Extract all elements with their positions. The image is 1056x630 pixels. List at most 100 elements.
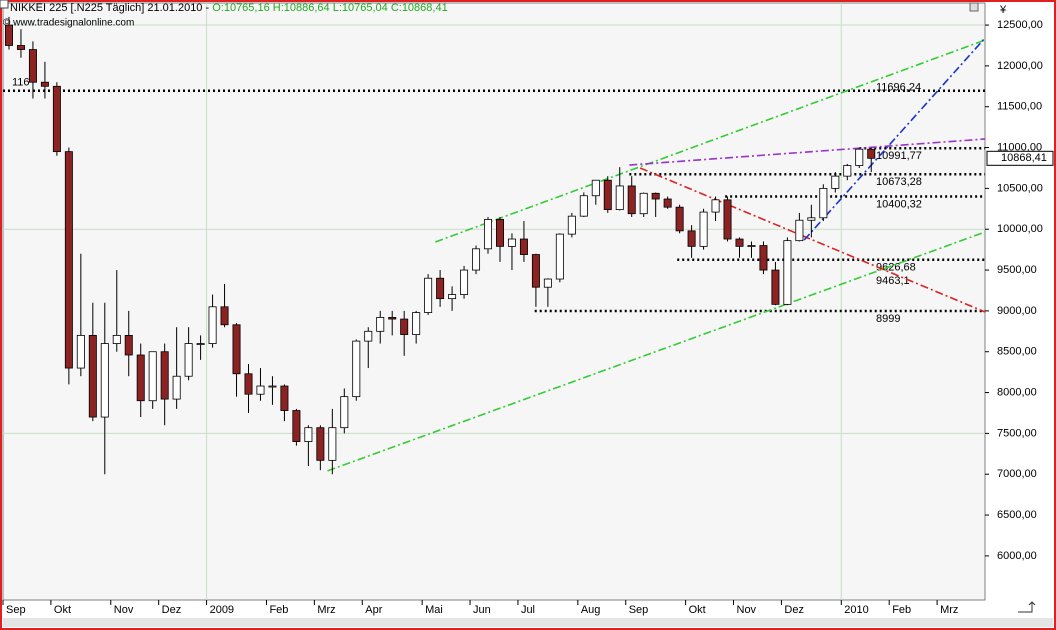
candle-body <box>412 312 421 335</box>
candle-body <box>531 254 540 288</box>
candle-body <box>843 165 852 177</box>
y-tick-label: 8500,00 <box>997 346 1037 358</box>
candle-body <box>4 24 13 46</box>
candle-body <box>747 245 756 247</box>
x-tick-label: Sep <box>6 604 26 616</box>
candle-body <box>112 334 121 344</box>
y-tick-label: 11000,00 <box>997 141 1042 153</box>
candle-body <box>699 211 708 247</box>
x-tick-label: Apr <box>365 604 382 616</box>
candle-body <box>472 248 481 271</box>
candle-body <box>76 334 85 369</box>
candle-body <box>364 330 373 342</box>
candle-body <box>244 373 253 395</box>
window-icon[interactable] <box>969 2 979 12</box>
x-tick-label: Feb <box>269 604 288 616</box>
menu-icon[interactable] <box>0 0 9 9</box>
candle-body <box>591 179 600 197</box>
candle-body <box>124 334 133 356</box>
candle-body <box>639 192 648 215</box>
candle-body <box>340 396 349 429</box>
level-label: 10673,28 <box>876 176 922 188</box>
trendline <box>639 167 986 313</box>
x-tick-label: Dez <box>162 604 182 616</box>
status-bar <box>3 618 1053 627</box>
candle-body <box>495 219 504 247</box>
candle-body <box>723 199 732 240</box>
y-tick-label: 6000,00 <box>997 550 1037 562</box>
candle-body <box>376 317 385 332</box>
candle-body <box>831 175 840 189</box>
trendline <box>327 231 986 472</box>
x-tick-label: Dez <box>784 604 804 616</box>
candle-body <box>400 318 409 335</box>
x-tick-label: Feb <box>892 604 911 616</box>
scroll-arrow[interactable] <box>1018 601 1036 613</box>
candle-body <box>280 385 289 411</box>
candle-body <box>460 269 469 295</box>
y-tick-label: 10500,00 <box>997 182 1043 194</box>
candle-body <box>292 410 301 442</box>
level-label: 11696,24 <box>876 82 921 94</box>
candle-body <box>268 385 277 388</box>
candle-body <box>663 198 672 208</box>
x-tick-label: Mrz <box>940 604 958 616</box>
title-name: NIKKEI 225 [.N225 Täglich] 21.01.2010 - <box>10 2 209 14</box>
level-label: 8999 <box>876 313 900 325</box>
last-price-label: 10868,41 <box>1001 152 1047 164</box>
candle-body <box>759 245 768 271</box>
x-tick-label: Mai <box>425 604 443 616</box>
candle-body <box>543 278 552 288</box>
level-label: 10991,77 <box>876 150 922 162</box>
x-tick-label: Sep <box>629 604 649 616</box>
candle-body <box>172 375 181 400</box>
candle-body <box>256 385 265 395</box>
candle-body <box>507 238 516 247</box>
y-tick-label: 12000,00 <box>997 60 1043 72</box>
candle-body <box>855 148 864 166</box>
x-tick-label: Jul <box>521 604 535 616</box>
candle-body <box>555 233 564 280</box>
level-label: 9463,1 <box>876 275 910 287</box>
y-tick-label: 9000,00 <box>997 305 1037 317</box>
level-left-label: 116 <box>12 77 30 89</box>
candle-body <box>316 427 325 461</box>
y-tick-label: 8000,00 <box>997 386 1037 398</box>
candle-body <box>627 185 636 215</box>
candle-body <box>232 324 241 375</box>
candle-body <box>196 343 205 345</box>
candle-body <box>436 277 445 300</box>
candle-body <box>603 179 612 211</box>
x-tick-label: Mrz <box>317 604 335 616</box>
candle-body <box>795 219 804 242</box>
y-tick-label: 12500,00 <box>997 19 1043 31</box>
candle-body <box>88 334 97 418</box>
chart-title: NIKKEI 225 [.N225 Täglich] 21.01.2010 - … <box>10 2 448 14</box>
candle-body <box>424 277 433 313</box>
candle-body <box>807 217 816 221</box>
candle-body <box>220 306 229 326</box>
level-label: 9626,68 <box>876 262 916 274</box>
y-tick-label: 10000,00 <box>997 223 1043 235</box>
x-tick-label: Nov <box>114 604 134 616</box>
candle-body <box>160 351 169 400</box>
candle-body <box>328 427 337 461</box>
candle-body <box>771 269 780 305</box>
candle-body <box>484 219 493 250</box>
x-tick-label: Nov <box>737 604 757 616</box>
candle-body <box>136 354 145 402</box>
y-tick-label: 6500,00 <box>997 509 1037 521</box>
trendline <box>803 37 986 241</box>
candle-body <box>16 45 25 50</box>
y-tick-label: 7500,00 <box>997 427 1037 439</box>
x-tick-label: Okt <box>689 604 706 616</box>
x-tick-label: 2010 <box>844 604 868 616</box>
candle-body <box>783 240 792 305</box>
trendline <box>629 138 986 166</box>
candle-body <box>675 206 684 232</box>
candle-body <box>615 185 624 211</box>
candle-body <box>184 343 193 377</box>
x-tick-label: Aug <box>581 604 601 616</box>
